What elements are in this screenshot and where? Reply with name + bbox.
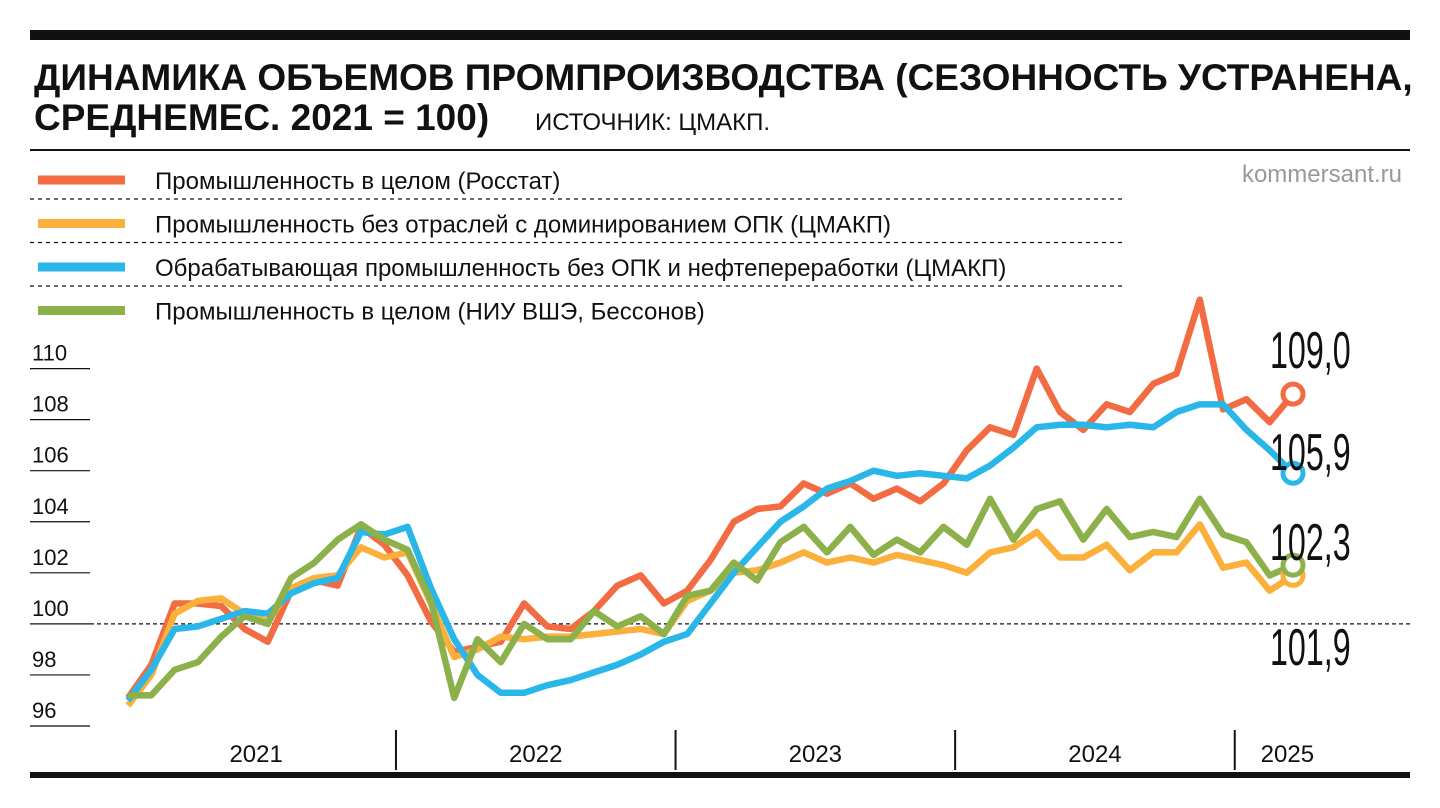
y-tick-label: 102 — [32, 545, 69, 570]
year-label: 2025 — [1261, 741, 1314, 768]
end-label: 102,3 — [1270, 514, 1351, 572]
end-marker — [1280, 460, 1306, 486]
legend-label: Промышленность в целом (НИУ ВШЭ, Бессоно… — [155, 299, 705, 326]
series-line — [125, 296, 1296, 700]
series-line — [125, 401, 1296, 703]
series-line — [128, 495, 1295, 702]
year-label: 2021 — [229, 741, 282, 768]
chart-title: ДИНАМИКА ОБЪЕМОВ ПРОМПРОИЗВОДСТВА (СЕЗОН… — [34, 57, 1413, 98]
end-marker — [1280, 381, 1306, 407]
end-marker — [1280, 552, 1306, 578]
end-label: 101,9 — [1270, 619, 1351, 677]
legend-label: Промышленность в целом (Росстат) — [155, 168, 560, 195]
end-label: 109,0 — [1270, 322, 1351, 380]
top-bar — [30, 30, 1410, 40]
y-tick-label: 106 — [32, 443, 69, 468]
y-tick-label: 98 — [32, 647, 56, 672]
y-tick-label: 108 — [32, 392, 69, 417]
legend-label: Обрабатывающая промышленность без ОПК и … — [155, 255, 1006, 282]
watermark: kommersant.ru — [1242, 161, 1402, 188]
y-tick-label: 96 — [32, 698, 56, 723]
series-line — [125, 521, 1295, 708]
legend-label: Промышленность без отраслей с доминирова… — [155, 212, 891, 239]
year-label: 2023 — [789, 741, 842, 768]
y-tick-label: 100 — [32, 596, 69, 621]
end-label: 105,9 — [1270, 424, 1351, 482]
chart-title: СРЕДНЕМЕС. 2021 = 100) — [34, 97, 489, 138]
year-label: 2024 — [1068, 741, 1121, 768]
source: ИСТОЧНИК: ЦМАКП. — [535, 109, 770, 136]
y-tick-label: 110 — [32, 341, 67, 366]
y-tick-label: 104 — [32, 494, 69, 519]
year-label: 2022 — [509, 741, 562, 768]
bottom-bar — [30, 772, 1410, 778]
